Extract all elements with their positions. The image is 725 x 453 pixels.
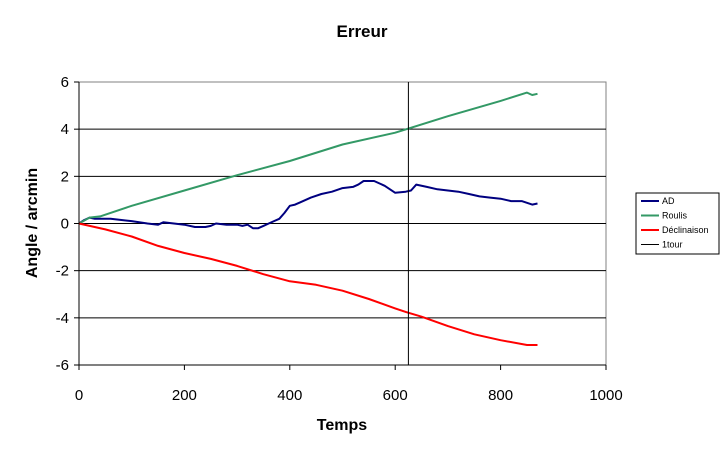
legend-label: 1tour	[662, 240, 683, 250]
y-tick-label: -6	[56, 357, 69, 374]
series-lines	[78, 82, 538, 365]
y-tick-label: 2	[61, 168, 69, 185]
x-tick-label: 1000	[589, 387, 622, 404]
legend-item: AD	[641, 196, 675, 206]
y-tick-label: 0	[61, 216, 69, 233]
x-tick-label: 200	[172, 387, 197, 404]
series-d-clinaison	[78, 222, 538, 346]
y-tick-label: -2	[56, 263, 69, 280]
series-roulis	[78, 91, 538, 225]
legend-label: Roulis	[662, 211, 688, 221]
legend: AD Roulis Déclinaison 1tour	[635, 192, 720, 255]
plot-area: 0 200 400 600 800 1000 -6 -4 -2 0 2 4 6	[56, 74, 623, 404]
x-tick-label: 800	[488, 387, 513, 404]
x-axis-ticks: 0 200 400 600 800 1000	[75, 365, 623, 404]
chart-title: Erreur	[336, 22, 387, 41]
y-tick-label: -4	[56, 310, 69, 327]
legend-item: Roulis	[641, 211, 688, 221]
legend-item: 1tour	[641, 240, 683, 250]
x-tick-label: 600	[383, 387, 408, 404]
series-ad	[78, 180, 538, 230]
legend-label: Déclinaison	[662, 225, 709, 235]
x-tick-label: 0	[75, 387, 83, 404]
y-axis-ticks: -6 -4 -2 0 2 4 6	[56, 74, 79, 374]
y-tick-label: 4	[61, 121, 69, 138]
y-tick-label: 6	[61, 74, 69, 91]
y-axis-title: Angle / arcmin	[24, 168, 41, 278]
legend-item: Déclinaison	[641, 225, 709, 235]
x-tick-label: 400	[277, 387, 302, 404]
legend-label: AD	[662, 196, 675, 206]
x-axis-title: Temps	[317, 417, 367, 434]
